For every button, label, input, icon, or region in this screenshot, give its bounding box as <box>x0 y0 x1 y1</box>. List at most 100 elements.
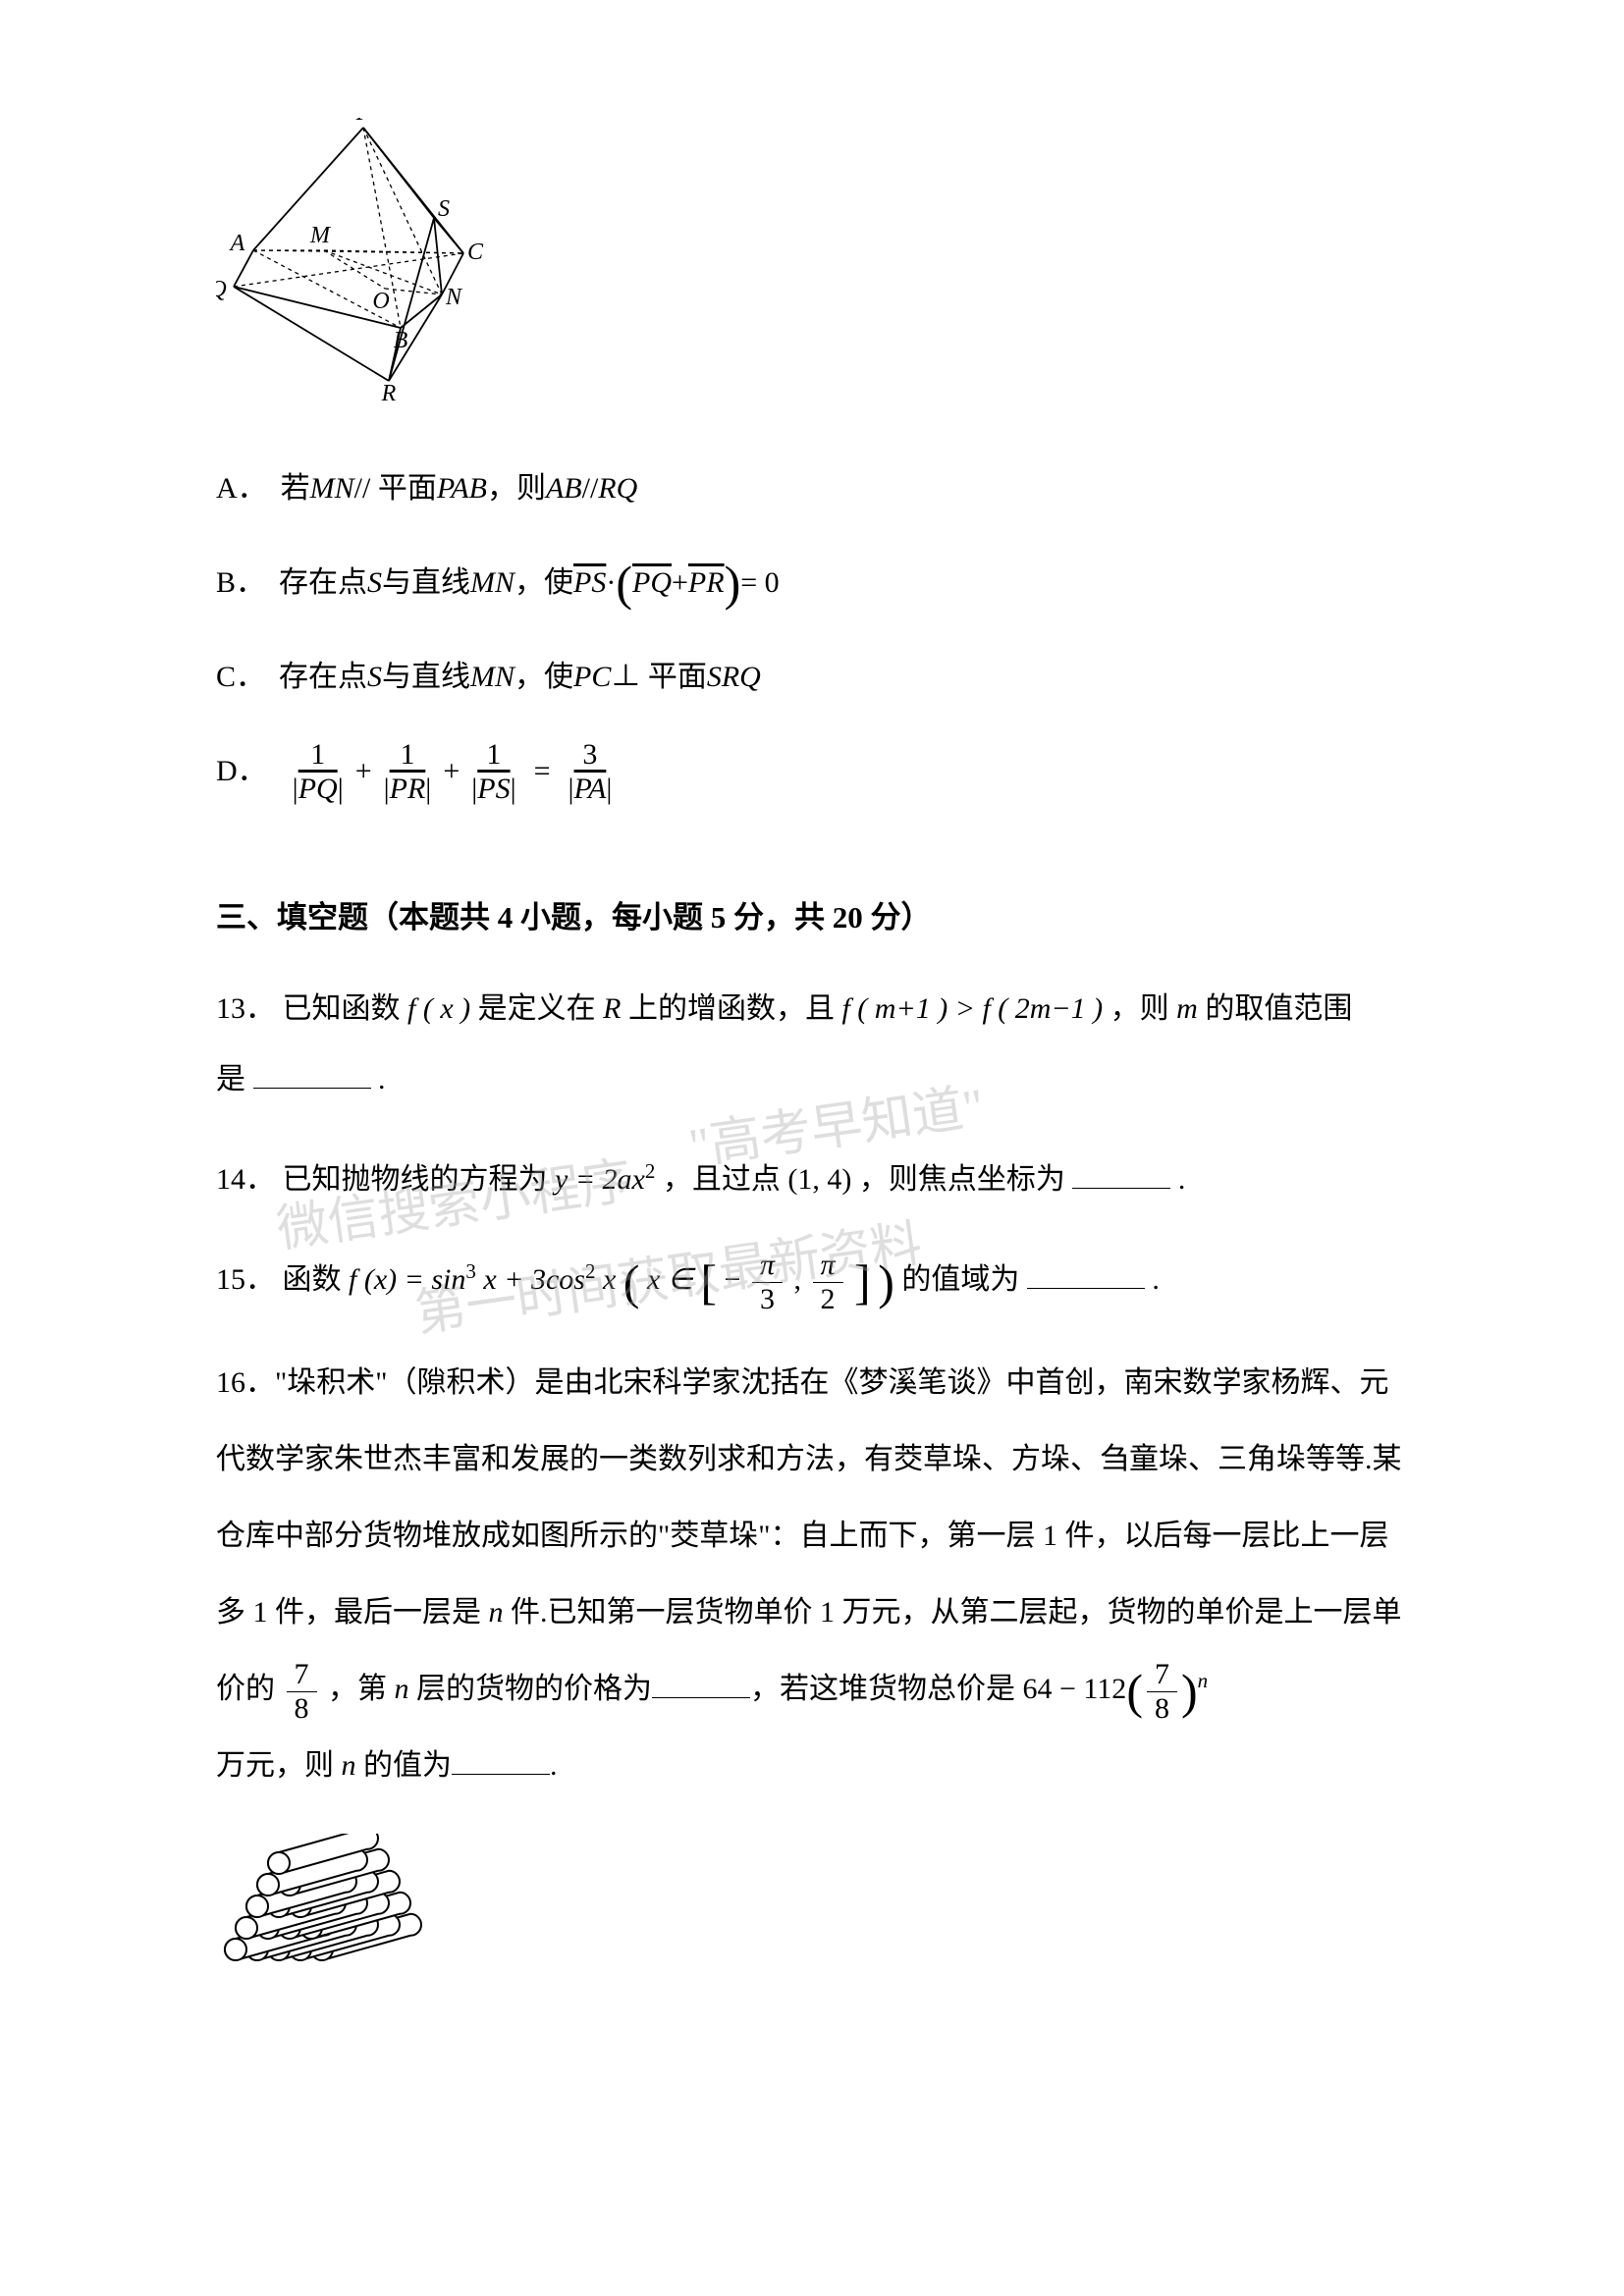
frac-pi2: π 2 <box>813 1251 843 1314</box>
text: 存在点 <box>279 645 367 710</box>
p3: 3 <box>465 1259 476 1283</box>
text: 与直线 <box>382 551 470 615</box>
den: |PS| <box>463 773 523 804</box>
xa: x + 3cos <box>483 1263 585 1296</box>
q-num: 15． <box>216 1263 275 1296</box>
text: 的取值范围 <box>1205 992 1352 1025</box>
blank-16a <box>652 1663 750 1698</box>
n: n <box>342 1749 356 1782</box>
pi: π <box>813 1251 843 1283</box>
text: 是定义在 <box>478 992 604 1025</box>
text: ，使 <box>514 551 573 615</box>
svg-text:Q: Q <box>216 277 227 302</box>
paren-l: ( <box>623 1255 640 1309</box>
frac-3-pa: 3 |PA| <box>561 740 621 804</box>
diagram-svg: PSCNBROQAM <box>216 118 511 412</box>
neg: − <box>725 1263 741 1296</box>
question-16: 16．"垛积术"（隙积术）是由北宋科学家沈括在《梦溪笔谈》中首创，南宋数学家杨辉… <box>216 1345 1408 1804</box>
num: 7 <box>1147 1660 1177 1692</box>
svg-text:M: M <box>309 223 332 248</box>
section-3-title: 三、填空题（本题共 4 小题，每小题 5 分，共 20 分） <box>216 892 1408 936</box>
blank-15 <box>1027 1254 1145 1289</box>
den: 8 <box>1147 1692 1177 1724</box>
text: 与直线 <box>382 645 470 710</box>
frac-1-pq: 1 |PQ| <box>285 740 352 804</box>
eq-zero: = 0 <box>740 551 779 615</box>
option-c-row: C． 存在点 S 与直线 MN ，使 PC ⊥ 平面 SRQ <box>216 645 1408 710</box>
bracket-l: [ <box>700 1255 717 1309</box>
frac-78-a: 78 <box>287 1660 317 1724</box>
svg-text:B: B <box>394 328 408 353</box>
plus: + <box>672 551 688 615</box>
option-d-math: 1 |PQ| + 1 |PR| + 1 |PS| = 3 |PA| <box>281 739 624 804</box>
blank-16b <box>452 1739 550 1775</box>
svg-text:P: P <box>355 118 371 126</box>
paren-r: ) <box>1181 1664 1198 1719</box>
text: ⊥ 平面 <box>611 645 707 710</box>
option-d-label: D． <box>216 739 267 804</box>
option-a-label: A． <box>216 456 267 521</box>
q-num: 16． <box>216 1366 275 1399</box>
eq: y = 2ax <box>555 1163 645 1196</box>
text: ，则 <box>1110 992 1177 1025</box>
svg-text:A: A <box>229 231 245 256</box>
vec-pr: PR <box>688 551 725 615</box>
option-a-row: A． 若 MN // 平面 PAB ，则 AB // RQ <box>216 456 1408 521</box>
period: . <box>550 1749 558 1782</box>
text: ，若这堆货物总价是 <box>750 1673 1023 1705</box>
text: 的值为 <box>356 1749 453 1782</box>
paren-l: ( <box>1126 1664 1143 1719</box>
var-s: S <box>367 645 382 710</box>
comma: , <box>794 1263 802 1296</box>
plus: + <box>443 739 460 804</box>
option-b-text: 存在点 S 与直线 MN ，使 PS · ( PQ + PR ) = 0 <box>279 551 780 615</box>
eq: = <box>534 739 551 804</box>
text: 的值域为 <box>901 1263 1019 1296</box>
blank-13 <box>253 1053 371 1089</box>
svg-text:S: S <box>438 196 450 222</box>
frac-1-ps: 1 |PS| <box>463 740 523 804</box>
blank-14 <box>1072 1153 1170 1189</box>
vec: PQ <box>298 773 338 805</box>
text: // 平面 <box>354 456 437 521</box>
vec-pq: PQ <box>632 551 672 615</box>
var-rq: RQ <box>598 456 637 521</box>
text: 存在点 <box>279 551 367 615</box>
text: 上的增函数，且 <box>628 992 842 1025</box>
num: 1 <box>478 740 509 773</box>
xb: x <box>603 1263 616 1296</box>
plus: + <box>355 739 372 804</box>
var-ab: AB <box>546 456 582 521</box>
text: 是 <box>216 1063 245 1095</box>
text: 万元，则 <box>216 1749 342 1782</box>
p2: 2 <box>585 1259 596 1283</box>
period: . <box>1152 1263 1160 1296</box>
text: // <box>582 456 599 521</box>
text: ，使 <box>514 645 573 710</box>
period: . <box>1178 1163 1186 1196</box>
expr: 64 − 112 <box>1023 1673 1127 1705</box>
text: 已知抛物线的方程为 <box>283 1163 556 1196</box>
fx: f (x) = sin <box>349 1263 465 1296</box>
tetrahedron-diagram: PSCNBROQAM <box>216 118 1408 417</box>
var-mn: MN <box>310 456 354 521</box>
bracket-r: ] <box>854 1255 871 1309</box>
exp-n: n <box>1198 1669 1209 1692</box>
xin: x ∈ <box>647 1263 693 1296</box>
var-pc: PC <box>573 645 611 710</box>
var-mn: MN <box>470 551 514 615</box>
num: 7 <box>287 1660 317 1692</box>
n: n <box>489 1596 504 1629</box>
fx: f ( x ) <box>407 992 470 1025</box>
frac-78-b: 78 <box>1147 1660 1177 1724</box>
R: R <box>603 992 621 1025</box>
q-num: 14． <box>216 1163 275 1196</box>
period: . <box>378 1063 386 1095</box>
option-a-text: 若 MN // 平面 PAB ，则 AB // RQ <box>281 456 638 521</box>
text: ，则 <box>487 456 546 521</box>
paren-r: ) <box>878 1255 894 1309</box>
svg-text:N: N <box>445 285 463 310</box>
den: |PA| <box>561 773 621 804</box>
n: n <box>395 1673 409 1705</box>
var-srq: SRQ <box>707 645 761 710</box>
